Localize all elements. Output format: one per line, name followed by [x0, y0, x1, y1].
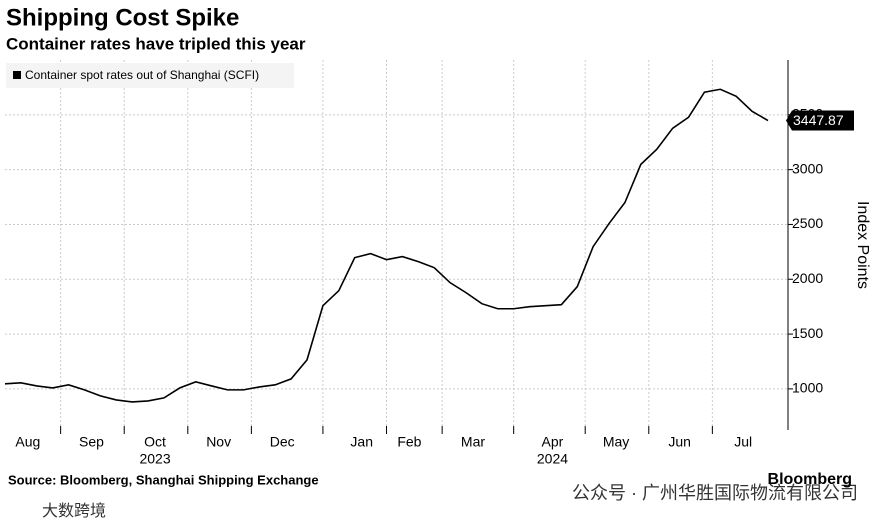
x-tick-label: Nov — [206, 434, 231, 450]
legend-swatch — [13, 71, 21, 79]
y-tick-label: 1000 — [792, 380, 823, 396]
y-tick-label: 3000 — [792, 160, 823, 176]
year-label: 2024 — [537, 451, 568, 467]
legend-box — [6, 63, 294, 88]
y-tick-label: 1500 — [792, 325, 823, 341]
x-tick-label: Dec — [270, 434, 295, 450]
year-label: 2023 — [139, 451, 170, 467]
x-tick-label: Jan — [350, 434, 373, 450]
x-tick-label: Sep — [79, 434, 104, 450]
x-tick-label: Apr — [542, 434, 564, 450]
end-label: 3447.87 — [793, 112, 844, 128]
y-tick-label: 2000 — [792, 270, 823, 286]
brand: Bloomberg — [768, 471, 852, 488]
watermark: 公众号 · 广州华胜国际物流有限公司 — [572, 483, 858, 503]
y-axis-label: Index Points — [854, 201, 871, 289]
x-tick-label: Feb — [397, 434, 421, 450]
x-tick-label: May — [603, 434, 629, 450]
chart-title: Shipping Cost Spike — [6, 4, 239, 31]
watermark-2: 大数跨境 — [42, 501, 106, 520]
y-tick-label: 2500 — [792, 215, 823, 231]
x-tick-label: Jun — [668, 434, 691, 450]
x-tick-label: Oct — [144, 434, 166, 450]
legend-label: Container spot rates out of Shanghai (SC… — [25, 68, 259, 82]
line — [4, 88, 769, 403]
chart-subtitle: Container rates have tripled this year — [6, 34, 306, 53]
source: Source: Bloomberg, Shanghai Shipping Exc… — [8, 472, 319, 487]
x-tick-label: Aug — [15, 434, 40, 450]
x-tick-label: Mar — [461, 434, 485, 450]
x-tick-label: Jul — [734, 434, 752, 450]
end-label-box — [786, 110, 854, 131]
